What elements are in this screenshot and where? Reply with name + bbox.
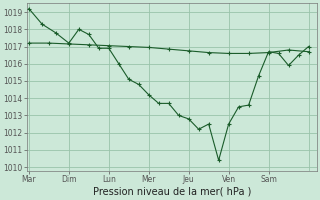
X-axis label: Pression niveau de la mer( hPa ): Pression niveau de la mer( hPa ) <box>92 187 251 197</box>
